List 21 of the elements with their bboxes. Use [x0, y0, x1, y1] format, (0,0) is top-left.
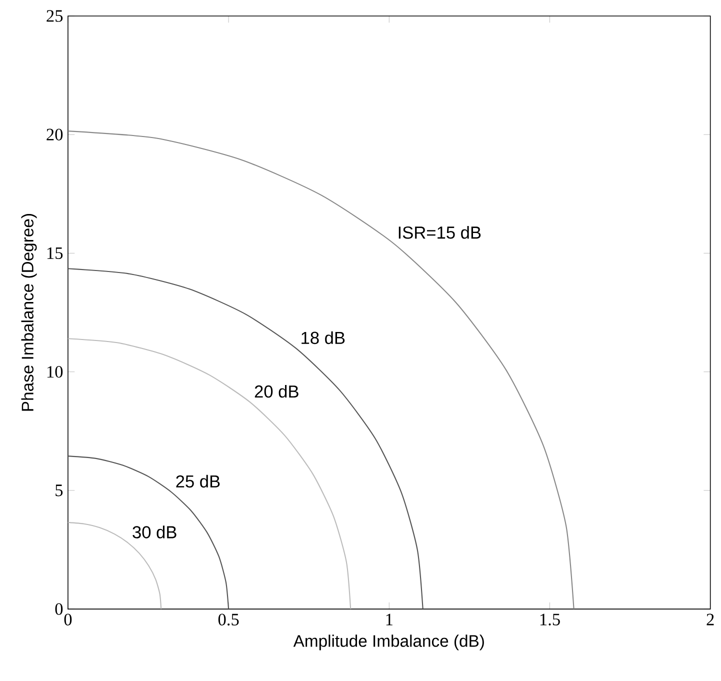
line-series: [68, 130, 574, 610]
series-label: 18 dB: [302, 331, 345, 344]
series-label: 30 dB: [132, 526, 176, 538]
y-tick-label: 0: [55, 603, 63, 615]
x-tick-label: 0: [64, 614, 72, 626]
x-tick-label: 2: [706, 614, 714, 626]
y-tick-label: 5: [56, 484, 63, 496]
x-tick-label: 1.5: [540, 614, 560, 626]
line-series: [68, 456, 230, 610]
series-label: 20 dB: [254, 384, 298, 398]
x-tick-label: 1: [386, 614, 392, 626]
series-label: 25 dB: [176, 474, 220, 488]
line-series: [68, 268, 424, 610]
y-tick-label: 15: [47, 247, 63, 260]
series-label: ISR=15 dB: [398, 226, 481, 239]
x-axis-title: Amplitude Imbalance (dB): [293, 634, 484, 650]
y-axis-title: Phase Imbalance (Degree): [21, 214, 37, 411]
x-tick-label: 0.5: [218, 614, 239, 626]
y-tick-label: 10: [47, 366, 63, 378]
y-tick-label: 20: [46, 128, 63, 140]
y-tick-label: 25: [46, 10, 63, 22]
